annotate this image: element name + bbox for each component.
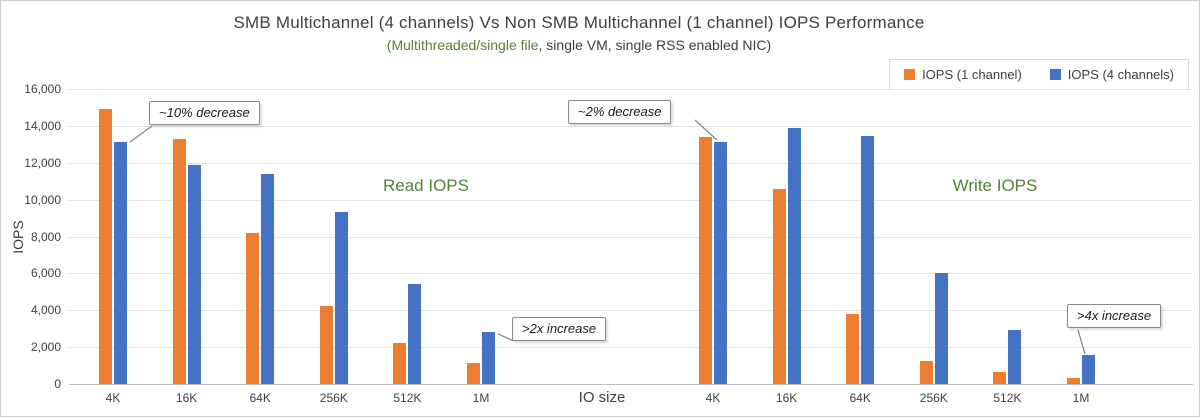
gridline (69, 200, 1193, 201)
bar-read-64k-4-channels (261, 173, 275, 384)
y-tick-label: 14,000 (24, 119, 61, 133)
x-category-label: 256K (919, 391, 948, 405)
bar-read-64k-1-channel (246, 232, 260, 384)
chart-title: SMB Multichannel (4 channels) Vs Non SMB… (233, 13, 925, 32)
bar-read-1m-1-channel (467, 362, 480, 384)
x-category-label: 4K (105, 391, 121, 405)
bar-read-16k-4-channels (187, 164, 201, 384)
bar-read-4k-4-channels (114, 142, 127, 384)
annotation-read-1m: >2x increase (512, 317, 607, 341)
chart-subtitle-highlight: (Multithreaded/single file (386, 37, 539, 53)
gridline (69, 126, 1193, 127)
bar-write-4k-4-channels (714, 142, 727, 384)
x-category-label: 1M (1072, 391, 1090, 405)
read-iops-label: Read IOPS (383, 176, 469, 195)
chart-subtitle: (Multithreaded/single file, single VM, s… (1, 37, 1157, 53)
x-category-label: 1M (472, 391, 490, 405)
annotation-write-4k: ~2% decrease (568, 100, 672, 124)
x-category-label: 512K (993, 391, 1022, 405)
legend: IOPS (1 channel) IOPS (4 channels) (889, 59, 1189, 90)
bar-read-16k-1-channel (172, 138, 186, 384)
legend-swatch-4-channels (1049, 69, 1061, 80)
bar-read-4k-1-channel (99, 109, 112, 384)
x-axis-title: IO size (578, 389, 626, 406)
bar-write-64k-1-channel (846, 313, 860, 384)
legend-item-1-channel: IOPS (1 channel) (904, 67, 1022, 82)
x-category-label: 4K (705, 391, 721, 405)
gridline (69, 237, 1193, 238)
y-tick-label: 4,000 (30, 303, 61, 317)
x-category-label: 64K (849, 391, 871, 405)
bar-write-16k-1-channel (772, 189, 786, 384)
bar-write-256k-1-channel (919, 360, 933, 384)
legend-label-1-channel: IOPS (1 channel) (922, 67, 1022, 82)
x-category-label: 512K (393, 391, 422, 405)
gridline (69, 273, 1193, 274)
annotation-read-4k: ~10% decrease (149, 101, 260, 125)
bar-write-1m-4-channels (1082, 355, 1095, 384)
legend-item-4-channels: IOPS (4 channels) (1049, 67, 1174, 82)
gridline (69, 89, 1193, 90)
bar-write-1m-1-channel (1067, 378, 1080, 384)
bar-read-512k-1-channel (393, 342, 407, 384)
y-tick-label: 8,000 (30, 230, 61, 244)
write-iops-label: Write IOPS (952, 176, 1038, 195)
bar-write-16k-4-channels (787, 127, 801, 384)
legend-label-4-channels: IOPS (4 channels) (1067, 67, 1174, 82)
y-tick-label: 16,000 (24, 82, 61, 96)
bar-write-64k-4-channels (861, 136, 875, 384)
bar-read-1m-4-channels (482, 332, 495, 384)
x-category-label: 64K (249, 391, 271, 405)
y-tick-label: 10,000 (24, 193, 61, 207)
bar-write-256k-4-channels (934, 273, 948, 384)
y-tick-label: 12,000 (24, 156, 61, 170)
x-category-label: 16K (175, 391, 198, 405)
annotation-write-1m: >4x increase (1067, 304, 1162, 328)
gridline (69, 347, 1193, 348)
legend-swatch-1-channel (904, 69, 916, 80)
y-tick-label: 0 (54, 377, 61, 391)
bar-write-512k-4-channels (1008, 329, 1022, 384)
gridline (69, 310, 1193, 311)
bar-read-512k-4-channels (408, 283, 422, 384)
y-tick-label: 6,000 (30, 266, 61, 280)
chart-subtitle-rest: , single VM, single RSS enabled NIC) (538, 37, 772, 53)
bar-read-256k-1-channel (319, 305, 333, 384)
bar-write-4k-1-channel (699, 136, 712, 384)
x-axis-line (69, 384, 1193, 385)
x-category-label: 16K (775, 391, 798, 405)
x-category-label: 256K (319, 391, 348, 405)
gridline (69, 163, 1193, 164)
bar-write-512k-1-channel (993, 372, 1007, 384)
bar-read-256k-4-channels (334, 211, 348, 384)
y-tick-label: 2,000 (30, 340, 61, 354)
